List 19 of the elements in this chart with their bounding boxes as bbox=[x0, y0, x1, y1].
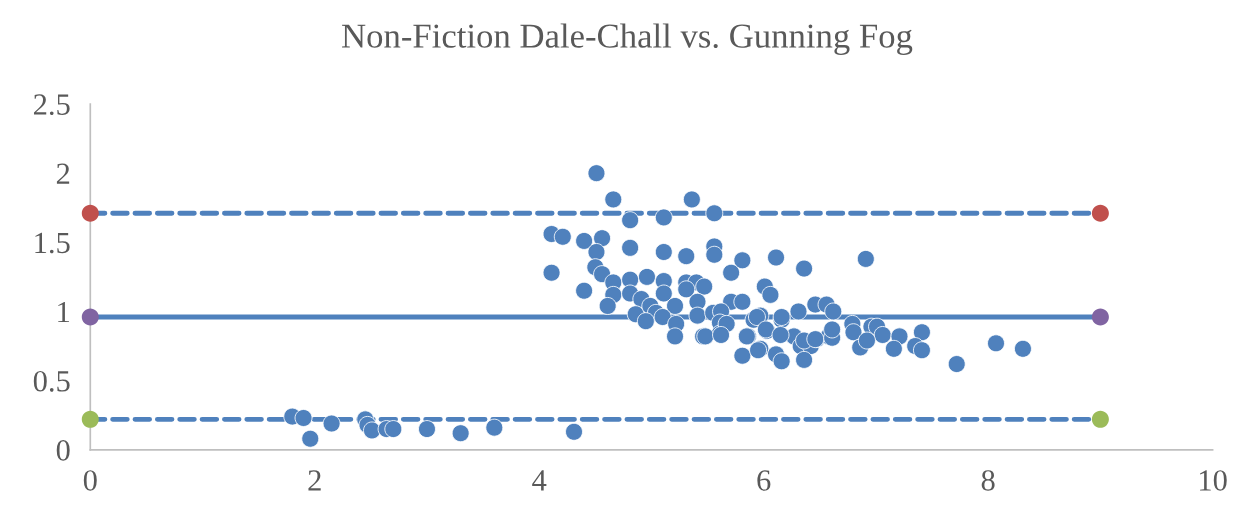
x-tick-label: 2 bbox=[308, 470, 321, 491]
y-tick-label: 0.5 bbox=[33, 370, 70, 392]
point bbox=[1091, 308, 1109, 326]
x-tick-label: 6 bbox=[757, 470, 771, 491]
point bbox=[81, 204, 99, 222]
chart-title: Non-Fiction Dale-Chall vs. Gunning Fog bbox=[342, 23, 913, 55]
y-tick-label: 0 bbox=[56, 440, 70, 461]
point bbox=[81, 308, 99, 326]
y-tick-label: 2.5 bbox=[33, 94, 70, 116]
x-tick-label: 0 bbox=[83, 470, 97, 491]
y-tick-label: 2 bbox=[56, 163, 70, 184]
point bbox=[1091, 410, 1109, 428]
point bbox=[81, 410, 99, 428]
y-tick-label: 1 bbox=[58, 301, 70, 323]
y-tick-label: 1.5 bbox=[35, 232, 70, 254]
x-tick-label: 4 bbox=[532, 470, 547, 491]
x-tick-label: 8 bbox=[981, 470, 995, 491]
point bbox=[1091, 204, 1109, 222]
x-tick-label: 10 bbox=[1200, 470, 1227, 491]
